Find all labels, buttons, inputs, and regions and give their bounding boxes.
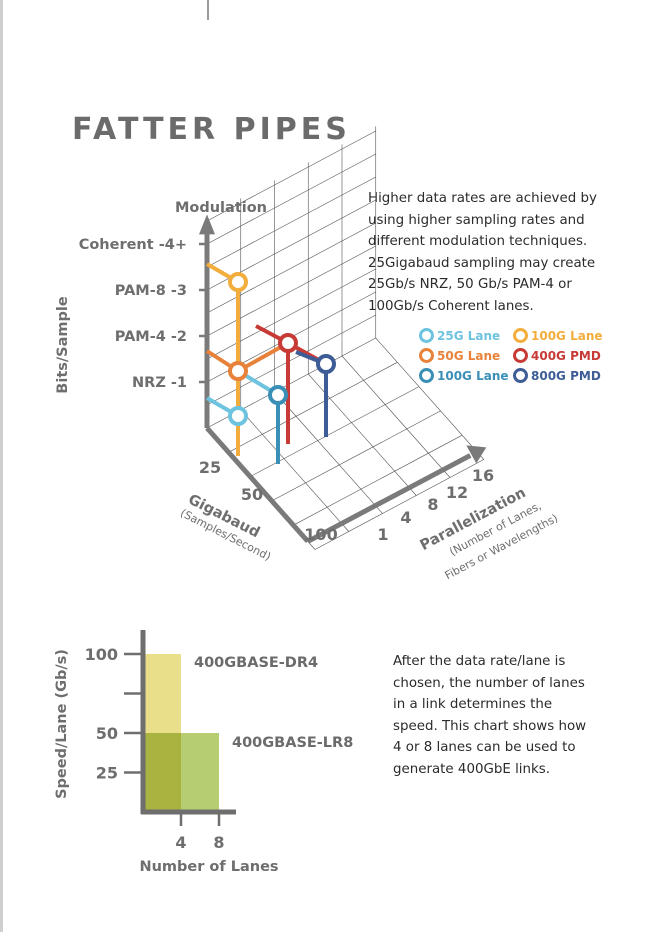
description-top: Higher data rates are achieved by using … — [368, 191, 597, 314]
grid-line — [206, 268, 376, 360]
axis-lanes — [306, 453, 472, 544]
axis-bits-arrow — [199, 214, 215, 235]
gigabaud-tick-label: 100 — [304, 525, 337, 544]
chart-3d-ticks: NRZ -1 PAM-4 -2 PAM-8 -3 Coherent -4+ Bits/S… — [55, 200, 560, 582]
legend-label-1: 50G Lane — [437, 349, 501, 363]
legend-swatch-5 — [513, 368, 528, 383]
legend-item-3: 100G Lane — [419, 368, 509, 383]
legend-swatch-1 — [419, 348, 434, 363]
chart-3d-grid — [206, 126, 484, 550]
legend-item-2: 100G Lane — [513, 328, 603, 343]
legend-item-0: 25G Lane — [419, 328, 500, 343]
bar-y-tick-label: 50 — [96, 724, 118, 743]
series-point-0 — [228, 406, 248, 426]
chart-3d-axes — [199, 214, 487, 544]
bits-tick-label: NRZ -1 — [132, 375, 187, 391]
legend-swatch-0 — [419, 328, 434, 343]
legend-label-3: 100G Lane — [437, 369, 509, 383]
gigabaud-tick-label: 50 — [241, 485, 263, 504]
legend-label-5: 800G PMD — [531, 369, 601, 383]
series-point-3 — [268, 385, 288, 405]
grid-line — [206, 176, 376, 268]
bits-axis-title: Bits/Sample — [55, 296, 71, 394]
gigabaud-tick-label: 25 — [199, 458, 221, 477]
legend-swatch-4 — [513, 348, 528, 363]
page-title: FATTER PIPES — [72, 112, 351, 147]
grid-line — [206, 222, 376, 314]
legend-label-4: 400G PMD — [531, 349, 601, 363]
legend-label-2: 100G Lane — [531, 329, 603, 343]
lanes-tick-label: 4 — [400, 508, 411, 527]
lanes-tick-label: 8 — [427, 495, 438, 514]
chart-3d-marks — [205, 262, 336, 464]
bar-lr8 — [143, 733, 219, 812]
grid-line — [206, 130, 376, 222]
legend-swatch-3 — [419, 368, 434, 383]
page-top-tick — [207, 0, 209, 20]
grid-line — [293, 434, 463, 526]
grid-line — [274, 391, 383, 514]
grid-line — [228, 362, 398, 453]
lanes-tick-label: 16 — [472, 466, 494, 485]
legend-item-4: 400G PMD — [513, 348, 601, 363]
description-bottom: After the data rate/lane is chosen, the … — [393, 654, 587, 777]
grid-line — [206, 245, 376, 337]
series-point-1 — [228, 361, 248, 381]
legend-item-5: 800G PMD — [513, 368, 601, 383]
grid-line — [341, 355, 451, 478]
lanes-tick-label: 12 — [446, 483, 468, 502]
bar-label-lr8: 400GBASE-LR8 — [232, 735, 353, 751]
grid-line — [240, 409, 349, 532]
bar-x-tick-label: 4 — [175, 833, 186, 852]
series-point-2 — [228, 272, 248, 292]
lanes-tick-label: 1 — [377, 525, 388, 544]
series-point-4 — [278, 333, 298, 353]
grid-line — [314, 459, 484, 550]
grid-line — [206, 314, 376, 406]
bits-tick-label: PAM-4 -2 — [115, 329, 187, 345]
series-point-5 — [316, 354, 336, 374]
bar-y-axis-title: Speed/Lane (Gb/s) — [54, 649, 70, 799]
legend-item-1: 50G Lane — [419, 348, 500, 363]
modulation-axis-title: Modulation — [175, 200, 267, 216]
grid-line — [206, 153, 376, 245]
bar-overlap — [143, 733, 181, 812]
grid-line — [271, 410, 441, 502]
bar-x-tick-label: 8 — [213, 833, 224, 852]
chart-3d-modulation: NRZ -1 PAM-4 -2 PAM-8 -3 Coherent -4+ Bits/S… — [55, 126, 560, 582]
legend-label-0: 25G Lane — [437, 329, 501, 343]
bits-tick-label: PAM-8 -3 — [115, 283, 187, 299]
bar-chart-axes: 400GBASE-DR4 400GBASE-LR8 100 50 25 4 8 Number … — [54, 630, 353, 875]
legend-swatch-2 — [513, 328, 528, 343]
bar-x-axis-title: Number of Lanes — [139, 859, 278, 875]
axis-lanes-arrow — [466, 445, 487, 464]
page-edge — [0, 0, 3, 932]
grid-line — [375, 337, 484, 460]
bar-dr4 — [143, 654, 181, 812]
bar-y-tick-label: 100 — [85, 645, 118, 664]
bits-tick-label: Coherent -4+ — [79, 237, 187, 253]
bar-chart-bars — [143, 654, 219, 812]
axis-gigabaud — [205, 426, 310, 544]
bar-y-tick-label: 25 — [96, 764, 118, 783]
bar-label-dr4: 400GBASE-DR4 — [194, 655, 318, 671]
